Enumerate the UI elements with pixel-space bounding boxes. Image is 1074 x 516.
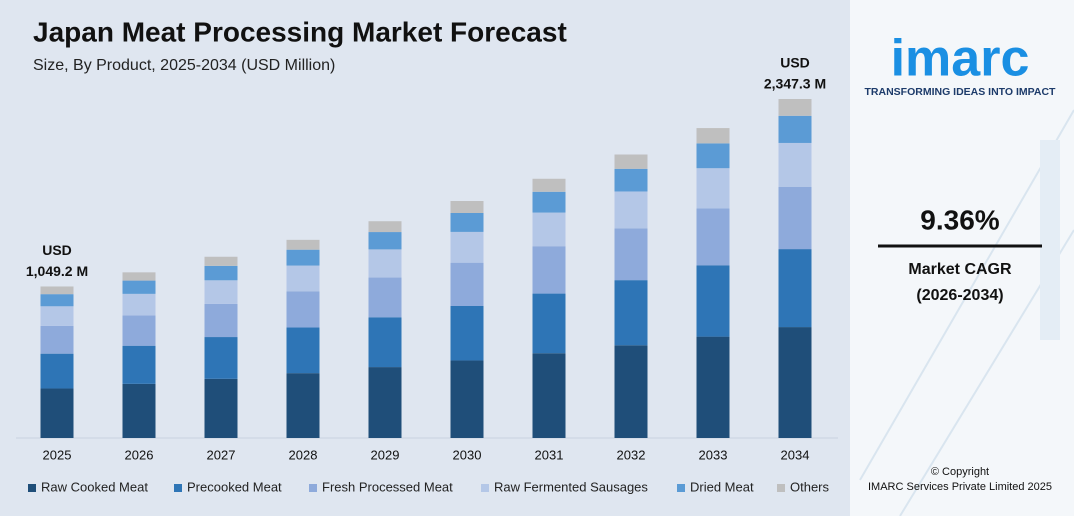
bar-segment xyxy=(778,327,812,438)
bar-segment xyxy=(696,128,730,144)
bar-segment xyxy=(614,154,648,169)
bar-segment xyxy=(614,228,648,281)
legend-swatch xyxy=(28,484,36,492)
bar-segment xyxy=(778,99,812,116)
bar-segment xyxy=(532,191,566,213)
tagline: TRANSFORMING IDEAS INTO IMPACT xyxy=(865,86,1057,98)
legend-label: Raw Fermented Sausages xyxy=(494,479,648,494)
legend-swatch xyxy=(174,484,182,492)
bar-segment xyxy=(122,293,156,316)
cagr-label: Market CAGR xyxy=(908,261,1012,278)
bar-segment xyxy=(122,280,156,294)
total-label: 2,347.3 M xyxy=(764,76,826,92)
legend-swatch xyxy=(309,484,317,492)
bar-segment xyxy=(368,277,402,318)
bar-segment xyxy=(204,303,238,338)
bar-segment xyxy=(368,367,402,438)
bar-segment xyxy=(696,336,730,438)
x-tick-label: 2030 xyxy=(453,447,482,462)
bar-segment xyxy=(778,186,812,250)
bar-segment xyxy=(40,286,74,295)
bar-segment xyxy=(532,353,566,438)
bar-segment xyxy=(450,231,484,263)
bar-segment xyxy=(696,208,730,266)
bar-segment xyxy=(40,388,74,438)
company: IMARC Services Private Limited 2025 xyxy=(868,481,1052,493)
chart-title: Japan Meat Processing Market Forecast xyxy=(33,16,567,47)
x-tick-label: 2029 xyxy=(371,447,400,462)
bar-segment xyxy=(286,373,320,438)
bar-segment xyxy=(614,280,648,346)
bar-segment xyxy=(204,265,238,281)
bar-segment xyxy=(614,345,648,438)
bar-segment xyxy=(532,178,566,192)
side-decor xyxy=(859,109,1074,516)
bar-segment xyxy=(40,325,74,354)
copyright: © Copyright xyxy=(931,466,989,478)
total-label: USD xyxy=(780,55,810,71)
bar-segment xyxy=(204,256,238,266)
bar-segment xyxy=(450,262,484,306)
bar-segment xyxy=(286,265,320,292)
bar-segment xyxy=(204,378,238,438)
bar-segment xyxy=(778,142,812,187)
bar-segment xyxy=(368,249,402,278)
bar-segment xyxy=(696,143,730,169)
cagr-value: 9.36% xyxy=(920,204,999,235)
bar-segment xyxy=(122,345,156,384)
bar-segment xyxy=(778,249,812,328)
bar-segment xyxy=(696,168,730,209)
bar-segment xyxy=(286,291,320,328)
x-tick-label: 2034 xyxy=(781,447,810,462)
x-tick-label: 2026 xyxy=(125,447,154,462)
bar-segment xyxy=(40,306,74,326)
bar-segment xyxy=(368,221,402,233)
x-tick-label: 2032 xyxy=(617,447,646,462)
bar-segment xyxy=(532,246,566,294)
bar-segment xyxy=(450,212,484,232)
x-tick-label: 2025 xyxy=(43,447,72,462)
bar-segment xyxy=(40,294,74,307)
bar-segment xyxy=(204,337,238,379)
bar-segment xyxy=(614,191,648,229)
bar-segment xyxy=(450,360,484,438)
chart-subtitle: Size, By Product, 2025-2034 (USD Million… xyxy=(33,57,335,74)
bar-segment xyxy=(778,115,812,143)
bar-segment xyxy=(286,239,320,250)
legend-label: Dried Meat xyxy=(690,479,754,494)
bar-segment xyxy=(122,383,156,438)
bar-segment xyxy=(368,317,402,368)
x-tick-label: 2031 xyxy=(535,447,564,462)
bar-segment xyxy=(122,272,156,281)
x-tick-label: 2028 xyxy=(289,447,318,462)
logo: imarc xyxy=(891,30,1030,88)
bar-segment xyxy=(286,249,320,266)
legend-label: Others xyxy=(790,479,830,494)
total-label: USD xyxy=(42,242,72,258)
legend-label: Precooked Meat xyxy=(187,479,282,494)
bar-segment xyxy=(122,315,156,346)
x-tick-label: 2033 xyxy=(699,447,728,462)
bar-segment xyxy=(368,232,402,250)
bar-segment xyxy=(40,353,74,389)
bar-segment xyxy=(532,212,566,247)
bar-segment xyxy=(532,293,566,354)
bar-segment xyxy=(286,327,320,374)
cagr-period: (2026-2034) xyxy=(916,287,1003,304)
bar-segment xyxy=(450,201,484,213)
total-label: 1,049.2 M xyxy=(26,263,88,279)
legend-swatch xyxy=(481,484,489,492)
legend-label: Raw Cooked Meat xyxy=(41,479,148,494)
bar-segment xyxy=(696,265,730,337)
legend-label: Fresh Processed Meat xyxy=(322,479,453,494)
side-panel xyxy=(850,0,1074,516)
legend-swatch xyxy=(777,484,785,492)
x-tick-label: 2027 xyxy=(207,447,236,462)
bar-segment xyxy=(450,305,484,361)
bar-segment xyxy=(614,168,648,192)
bar-segment xyxy=(204,280,238,304)
legend-swatch xyxy=(677,484,685,492)
